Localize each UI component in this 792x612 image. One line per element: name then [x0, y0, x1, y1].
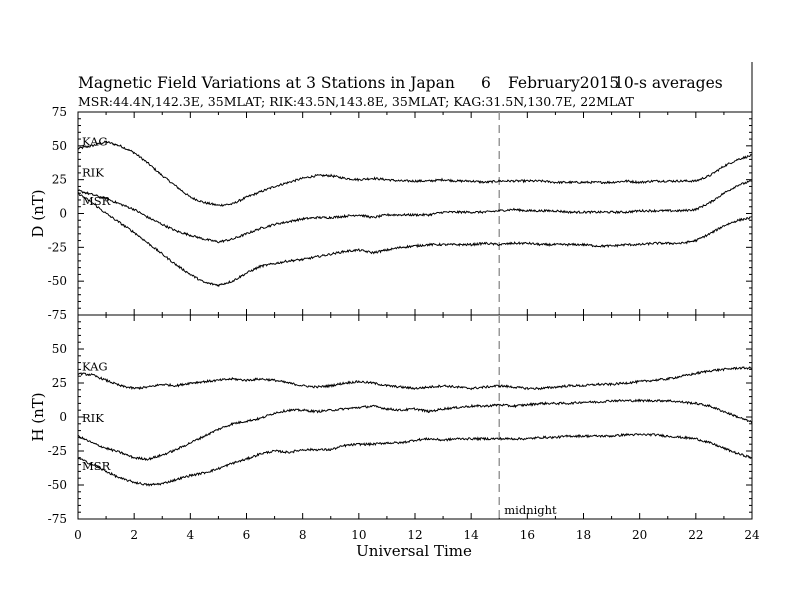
chart-subtitle: MSR:44.4N,142.3E, 35MLAT; RIK:43.5N,143.…: [78, 94, 635, 109]
y-tick-label: 50: [52, 342, 67, 356]
x-tick-label: 10: [351, 528, 366, 542]
y-tick-label: -25: [48, 240, 67, 254]
x-tick-label: 12: [407, 528, 422, 542]
y-axis-label: H (nT): [29, 392, 47, 441]
series-line-msr: [77, 191, 753, 288]
x-tick-label: 0: [74, 528, 82, 542]
y-tick-label: -75: [48, 512, 67, 526]
series-label-msr: MSR: [82, 194, 111, 208]
y-tick-label: 0: [59, 207, 67, 221]
x-tick-label: 14: [464, 528, 480, 542]
chart-date-day: 6: [481, 74, 491, 92]
x-tick-label: 16: [520, 528, 535, 542]
chart-title: Magnetic Field Variations at 3 Stations …: [78, 74, 455, 92]
series-label-rik: RIK: [82, 165, 104, 179]
panel-frame: [77, 314, 753, 520]
series-label-msr: MSR: [82, 459, 111, 473]
y-axis-label: D (nT): [29, 189, 47, 237]
y-tick-label: -75: [48, 308, 67, 322]
midnight-annotation: midnight: [504, 503, 557, 517]
series-line-kag: [77, 366, 753, 391]
x-axis-label: Universal Time: [356, 542, 472, 560]
y-tick-label: -25: [48, 444, 67, 458]
series-line-rik: [77, 398, 753, 461]
x-tick-label: 8: [299, 528, 307, 542]
series-line-kag: [77, 140, 753, 207]
series-line-msr: [77, 432, 753, 487]
x-tick-label: 24: [744, 528, 760, 542]
y-tick-label: 50: [52, 139, 67, 153]
x-tick-label: 6: [243, 528, 251, 542]
y-tick-label: 75: [52, 105, 67, 119]
series-label-rik: RIK: [82, 411, 104, 425]
y-tick-label: -50: [48, 478, 67, 492]
series-line-rik: [77, 180, 753, 244]
series-label-kag: KAG: [82, 359, 108, 373]
x-tick-label: 18: [576, 528, 591, 542]
x-tick-label: 2: [130, 528, 138, 542]
y-tick-label: 25: [52, 376, 67, 390]
y-tick-label: 0: [59, 410, 67, 424]
panels-layer: 75 50 25 0 -25 -50 -75 D (nT) KAG RIK MSR 50 25 0 -25 -…: [29, 105, 760, 542]
x-tick-label: 4: [187, 528, 195, 542]
series-label-kag: KAG: [82, 135, 108, 149]
chart-averaging: 10-s averages: [614, 74, 723, 92]
y-tick-label: 25: [52, 173, 67, 187]
x-tick-label: 20: [632, 528, 647, 542]
chart-date-month-year: February2015: [508, 74, 619, 92]
y-tick-label: -50: [48, 274, 67, 288]
x-tick-label: 22: [688, 528, 703, 542]
